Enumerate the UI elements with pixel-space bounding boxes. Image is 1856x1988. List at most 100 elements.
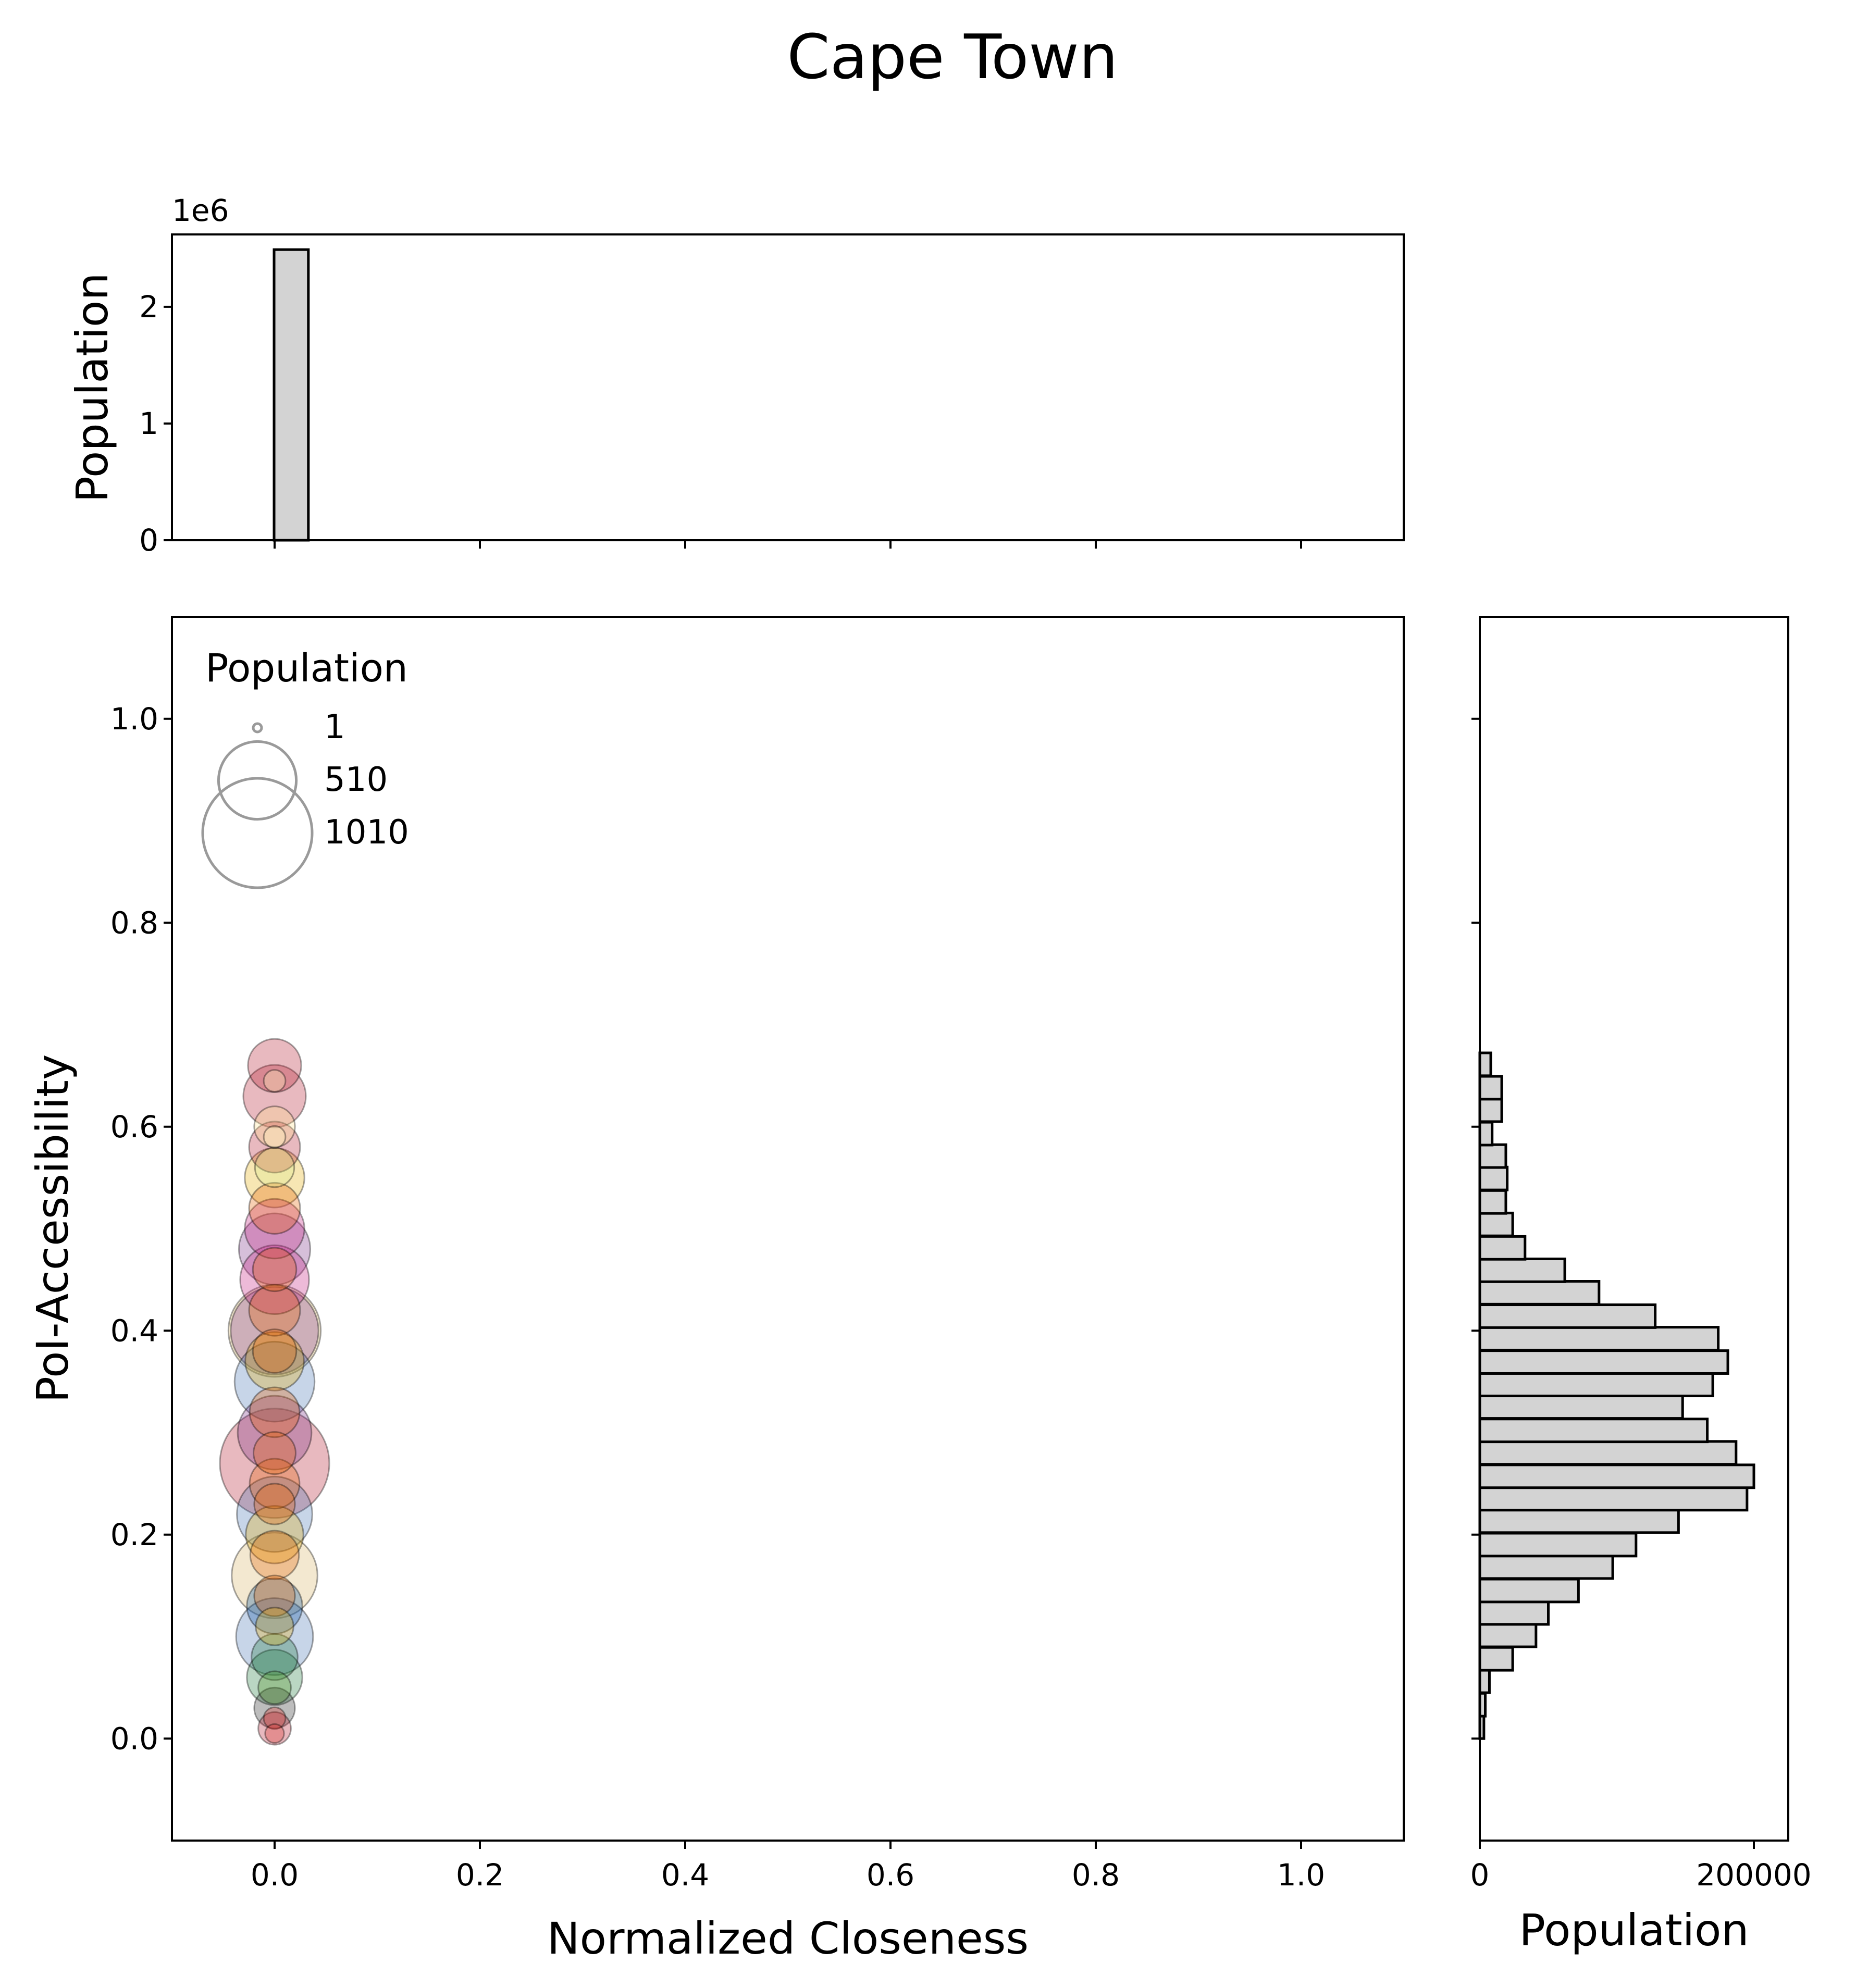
scatter-point <box>236 1475 313 1553</box>
scatter-points <box>219 1038 330 1746</box>
size-legend-label: 510 <box>324 761 388 799</box>
scatter-y-tick-label: 1.0 <box>110 701 158 737</box>
scatter-point <box>239 1244 310 1315</box>
top-histogram-y-tick-label: 2 <box>139 289 158 325</box>
size-legend-title: Population <box>205 646 408 691</box>
right-histogram-bar <box>1478 1257 1566 1283</box>
right-histogram-bar <box>1478 1165 1509 1191</box>
scatter-point <box>246 1649 303 1706</box>
top-histogram-bar <box>273 248 310 542</box>
right-histogram-bar <box>1478 1646 1514 1672</box>
right-histogram-bar <box>1478 1097 1503 1123</box>
right-histogram-bar <box>1478 1600 1550 1626</box>
scatter-point <box>248 1284 301 1337</box>
right-histogram-bar <box>1478 1280 1601 1306</box>
right-histogram-bar <box>1478 1577 1580 1604</box>
scatter-y-tick-label: 0.4 <box>110 1313 158 1348</box>
right-histogram-bar <box>1478 1051 1492 1077</box>
top-histogram-x-ticks <box>274 540 1302 549</box>
size-legend-marker <box>217 740 298 821</box>
scatter-y-tick-label: 0.6 <box>110 1109 158 1145</box>
top-histogram-bars <box>273 248 310 542</box>
scatter-point <box>257 1711 292 1746</box>
size-legend-marker <box>252 722 263 734</box>
right-histogram-bar <box>1478 1235 1527 1261</box>
size-legend-label: 1 <box>324 708 345 747</box>
scatter-x-tick-label: 0.2 <box>456 1857 504 1893</box>
scatter-point <box>242 1064 307 1128</box>
right-histogram-frame <box>1479 616 1789 1842</box>
right-histogram-bar <box>1478 1508 1680 1534</box>
right-histogram-bar <box>1478 1394 1684 1420</box>
right-histogram-bar <box>1478 1532 1638 1558</box>
scatter-point <box>249 1530 300 1581</box>
scatter-point <box>231 1532 318 1619</box>
scatter-xlabel: Normalized Closeness <box>547 1913 1029 1964</box>
scatter-x-tick-label: 0.6 <box>867 1857 914 1893</box>
scatter-x-tick-label: 1.0 <box>1277 1857 1325 1893</box>
scatter-point <box>230 1286 319 1375</box>
scatter-point <box>248 1182 301 1235</box>
scatter-point <box>253 1686 296 1730</box>
chart-title: Cape Town <box>787 21 1118 93</box>
scatter-x-tick-label: 0.8 <box>1072 1857 1120 1893</box>
right-histogram-bar <box>1478 1143 1507 1169</box>
top-histogram: 0 1 2 1e6 Population <box>67 193 1405 558</box>
top-histogram-ylabel: Population <box>67 272 118 502</box>
scatter-point <box>235 1597 314 1676</box>
scatter-point <box>249 1458 301 1510</box>
scatter-point <box>244 1331 305 1391</box>
scatter-point <box>249 1386 301 1438</box>
right-histogram-xlabel: Population <box>1519 1905 1749 1956</box>
scatter-point <box>263 1125 287 1149</box>
scatter-y-tick-label: 0.8 <box>110 905 158 940</box>
scatter-point <box>246 1577 303 1635</box>
scatter-point <box>244 1198 305 1260</box>
scatter-ylabel: PoI-Accessibility <box>27 1054 78 1402</box>
right-histogram-x-tick-label: 200000 <box>1696 1857 1811 1893</box>
scatter-point <box>227 1284 322 1378</box>
scatter-y-tick-label: 0.2 <box>110 1517 158 1552</box>
scatter-point <box>263 1706 287 1730</box>
top-histogram-y-tick-label: 1 <box>139 406 158 441</box>
scatter-point <box>251 1633 299 1681</box>
right-histogram-bar <box>1478 1211 1514 1237</box>
scatter-frame <box>171 616 1405 1842</box>
right-histogram: 0 200000 Population <box>1470 616 1812 1956</box>
main-scatter: 0.0 0.2 0.4 0.6 0.8 1.0 0.0 0.2 0.4 0.6 0.8 1.0 No… <box>27 616 1405 1964</box>
right-histogram-bar <box>1478 1440 1738 1466</box>
scatter-x-tick-label: 0.0 <box>251 1857 299 1893</box>
right-histogram-bar <box>1478 1326 1720 1351</box>
right-histogram-bar <box>1478 1349 1729 1375</box>
scatter-point <box>255 1607 294 1646</box>
scatter-y-tick-label: 0.0 <box>110 1721 158 1756</box>
right-histogram-bar <box>1478 1121 1494 1147</box>
scatter-point <box>252 1247 298 1293</box>
scatter-point <box>238 1212 312 1286</box>
scatter-point <box>264 1723 285 1744</box>
right-histogram-bar <box>1478 1372 1714 1398</box>
scatter-point <box>237 1395 313 1471</box>
right-histogram-x-tick-label: 0 <box>1470 1857 1490 1893</box>
right-histogram-bar <box>1478 1668 1491 1694</box>
top-histogram-y-ticks: 0 1 2 <box>139 289 172 558</box>
scatter-point <box>244 1147 305 1209</box>
scatter-point <box>245 1505 304 1564</box>
right-histogram-bar <box>1478 1303 1657 1329</box>
scatter-point <box>263 1069 287 1093</box>
scatter-point <box>253 1105 296 1148</box>
scatter-point <box>253 1574 296 1617</box>
scatter-point <box>248 1121 301 1174</box>
scatter-y-ticks: 0.0 0.2 0.4 0.6 0.8 1.0 <box>110 701 172 1756</box>
scatter-x-tick-label: 0.4 <box>661 1857 709 1893</box>
scatter-x-ticks: 0.0 0.2 0.4 0.6 0.8 1.0 <box>251 1841 1325 1893</box>
right-histogram-bar <box>1478 1554 1614 1580</box>
size-legend-label: 1010 <box>324 813 409 852</box>
right-histogram-bar <box>1478 1075 1503 1101</box>
size-legend-marker <box>201 777 314 889</box>
scatter-point <box>219 1408 330 1519</box>
size-legend: Population 1 510 1010 <box>201 646 409 889</box>
top-histogram-frame <box>171 233 1405 541</box>
scatter-point <box>257 1670 292 1705</box>
